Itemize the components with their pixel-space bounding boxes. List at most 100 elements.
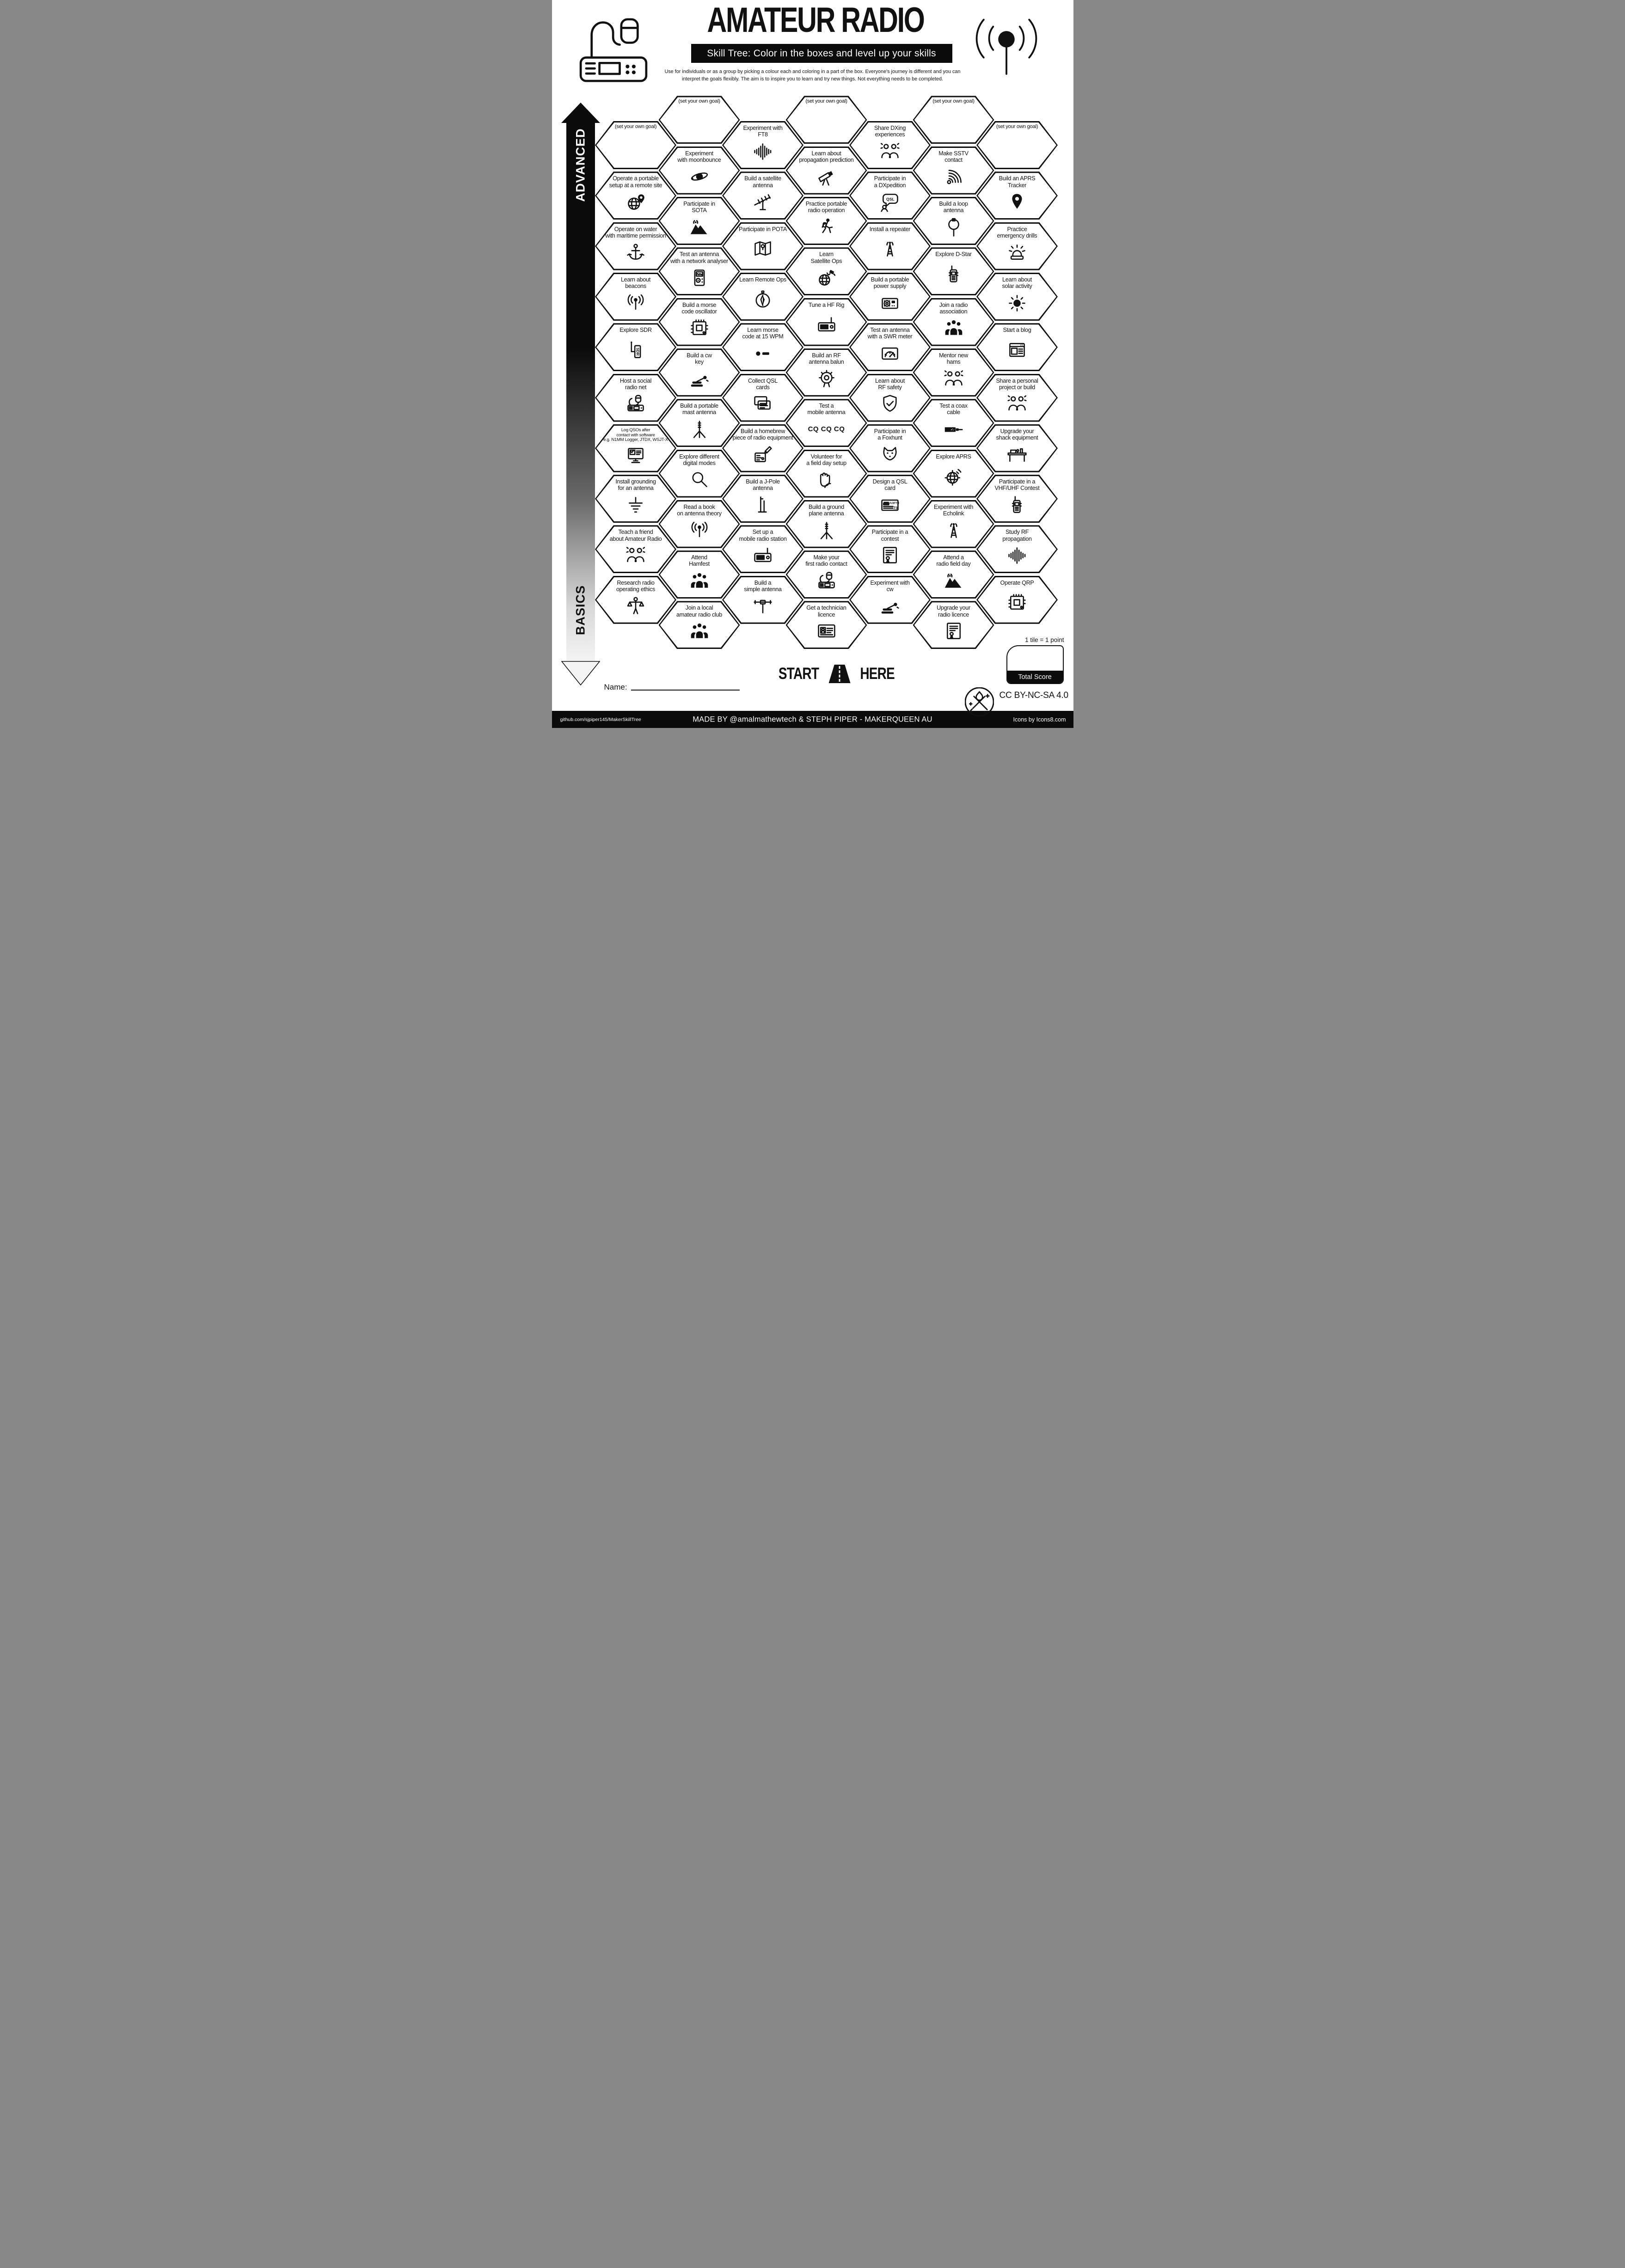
skill-hex[interactable]: Build a simple antenna [722, 575, 803, 624]
hex-content: Build a simple antenna [722, 576, 803, 624]
skill-hex[interactable]: Build a homebrew piece of radio equipmen… [722, 424, 803, 472]
skill-hex[interactable]: Study RF propagation [976, 525, 1058, 574]
skill-hex[interactable]: Test an antenna with a network analyser [658, 247, 740, 296]
hex-content: Experiment with FT8 [722, 121, 803, 169]
skill-hex[interactable]: Build a morse code oscillator [658, 298, 740, 346]
skill-hex[interactable]: Operate a portable setup at a remote sit… [595, 171, 676, 220]
hex-content: (set your own goal) [595, 121, 676, 169]
skill-hex[interactable]: (set your own goal) [658, 96, 740, 144]
skill-hex[interactable]: Learn about beacons [595, 272, 676, 321]
hex-fill [787, 147, 866, 193]
skill-label: Design a QSL card [872, 478, 908, 492]
hex-fill [851, 122, 929, 168]
skill-hex-grid: (set your own goal) Operate a portable se… [552, 0, 1073, 728]
skill-hex[interactable]: Build a portable power supply [849, 272, 931, 321]
skill-hex[interactable]: Set up a mobile radio station [722, 525, 803, 574]
skill-hex[interactable]: Collect QSL cards [722, 373, 803, 422]
skill-hex[interactable]: (set your own goal) [595, 121, 676, 169]
skill-label: Set up a mobile radio station [739, 529, 787, 542]
skill-hex[interactable]: Attend a radio field day [913, 550, 994, 599]
skill-hex[interactable]: Build a satellite antenna [722, 171, 803, 220]
skill-hex[interactable]: Participate in a DXpedition [849, 171, 931, 220]
loop-antenna-icon [943, 217, 964, 238]
skill-hex[interactable]: Participate in a contest [849, 525, 931, 574]
skill-hex[interactable]: Experiment with cw [849, 575, 931, 624]
skill-hex[interactable]: Tune a HF Rig [785, 298, 867, 346]
footer-github-link[interactable]: github.com/sjpiper145/MakerSkillTree [560, 716, 641, 722]
skill-hex[interactable]: Join a radio association [913, 298, 994, 346]
skill-hex[interactable]: Make SSTV contact [913, 146, 994, 195]
skill-hex[interactable]: Research radio operating ethics [595, 575, 676, 624]
skill-hex[interactable]: Learn about propagation prediction [785, 146, 867, 195]
total-score-box[interactable]: Total Score [1006, 645, 1064, 684]
skill-hex[interactable]: Explore APRS [913, 449, 994, 498]
ground-symbol-icon [625, 495, 646, 515]
skill-hex[interactable]: Practice portable radio operation [785, 197, 867, 245]
skill-hex[interactable]: Get a technician licence [785, 601, 867, 649]
skill-hex[interactable]: Experiment with FT8 [722, 121, 803, 169]
skill-hex[interactable]: Build a ground plane antenna [785, 500, 867, 548]
skill-hex[interactable]: Operate QRP [976, 575, 1058, 624]
skill-hex[interactable]: Read a book on antenna theory [658, 500, 740, 548]
skill-hex[interactable]: Upgrade your shack equipment [976, 424, 1058, 472]
skill-hex[interactable]: Teach a friend about Amateur Radio [595, 525, 676, 574]
skill-hex[interactable]: Practice emergency drills [976, 222, 1058, 270]
skill-hex[interactable]: Participate in SOTA [658, 197, 740, 245]
skill-hex[interactable]: Test a coax cable [913, 399, 994, 447]
hex-fill [724, 223, 802, 269]
skill-hex[interactable]: Learn morse code at 15 WPM [722, 323, 803, 372]
skill-hex[interactable]: Join a local amateur radio club [658, 601, 740, 649]
skill-hex[interactable]: Learn about solar activity [976, 272, 1058, 321]
hex-fill [724, 375, 802, 421]
skill-hex[interactable]: Learn about RF safety [849, 373, 931, 422]
skill-hex[interactable]: Experiment with Echolink [913, 500, 994, 548]
skill-hex[interactable]: Attend Hamfest [658, 550, 740, 599]
skill-hex[interactable]: Host a social radio net [595, 373, 676, 422]
hex-fill [851, 324, 929, 370]
skill-hex[interactable]: Volunteer for a field day setup [785, 449, 867, 498]
name-input-line[interactable] [631, 689, 740, 691]
skill-hex[interactable]: Upgrade your radio licence [913, 601, 994, 649]
skill-hex[interactable]: Experiment with moonbounce [658, 146, 740, 195]
skill-hex[interactable]: Explore different digital modes [658, 449, 740, 498]
siren-icon [1006, 242, 1028, 263]
qsl-card-icon [879, 495, 901, 515]
skill-hex[interactable]: Participate in a Foxhunt [849, 424, 931, 472]
hex-content: Explore different digital modes [659, 450, 740, 498]
skill-hex[interactable]: Build a cw key [658, 348, 740, 397]
skill-hex[interactable]: (set your own goal) [785, 96, 867, 144]
skill-hex[interactable]: Participate in POTA [722, 222, 803, 270]
skill-hex[interactable]: Share DXing experiences [849, 121, 931, 169]
skill-hex[interactable]: Log QSOs after contact with software e.g… [595, 424, 676, 472]
skill-hex[interactable]: (set your own goal) [976, 121, 1058, 169]
skill-hex[interactable]: (set your own goal) [913, 96, 994, 144]
skill-hex[interactable]: Mentor new hams [913, 348, 994, 397]
skill-hex[interactable]: Build a portable mast antenna [658, 399, 740, 447]
skill-label: Install a repeater [869, 226, 911, 232]
hex-fill [660, 147, 739, 193]
footer-icons8-credit[interactable]: Icons by Icons8.com [1013, 716, 1066, 723]
skill-hex[interactable]: Start a blog [976, 323, 1058, 372]
hex-content: Share a personal project or build [976, 374, 1058, 422]
skill-hex[interactable]: Participate in a VHF/UHF Contest [976, 475, 1058, 523]
skill-hex[interactable]: Test an antenna with a SWR meter [849, 323, 931, 372]
skill-hex[interactable]: Learn Satellite Ops [785, 247, 867, 296]
skill-hex[interactable]: Learn Remote Ops [722, 272, 803, 321]
skill-hex[interactable]: Design a QSL card [849, 475, 931, 523]
skill-hex[interactable]: Build a loop antenna [913, 197, 994, 245]
hex-content: Explore SDR [595, 323, 676, 371]
skill-hex[interactable]: Share a personal project or build [976, 373, 1058, 422]
skill-hex[interactable]: Build an RF antenna balun [785, 348, 867, 397]
skill-hex[interactable]: Build an APRS Tracker [976, 171, 1058, 220]
skill-hex[interactable]: Make your first radio contact [785, 550, 867, 599]
skill-hex[interactable]: Explore SDR [595, 323, 676, 372]
skill-hex[interactable]: Build a J-Pole antenna [722, 475, 803, 523]
hex-content: Operate a portable setup at a remote sit… [595, 171, 676, 220]
skill-label: Experiment with FT8 [743, 125, 783, 138]
skill-label: Mentor new hams [939, 352, 968, 366]
skill-hex[interactable]: Install a repeater [849, 222, 931, 270]
skill-hex[interactable]: Install grounding for an antenna [595, 475, 676, 523]
skill-hex[interactable]: Explore D-Star [913, 247, 994, 296]
skill-hex[interactable]: Test a mobile antenna CQ CQ CQ [785, 399, 867, 447]
skill-hex[interactable]: Operate on water with maritime permissio… [595, 222, 676, 270]
